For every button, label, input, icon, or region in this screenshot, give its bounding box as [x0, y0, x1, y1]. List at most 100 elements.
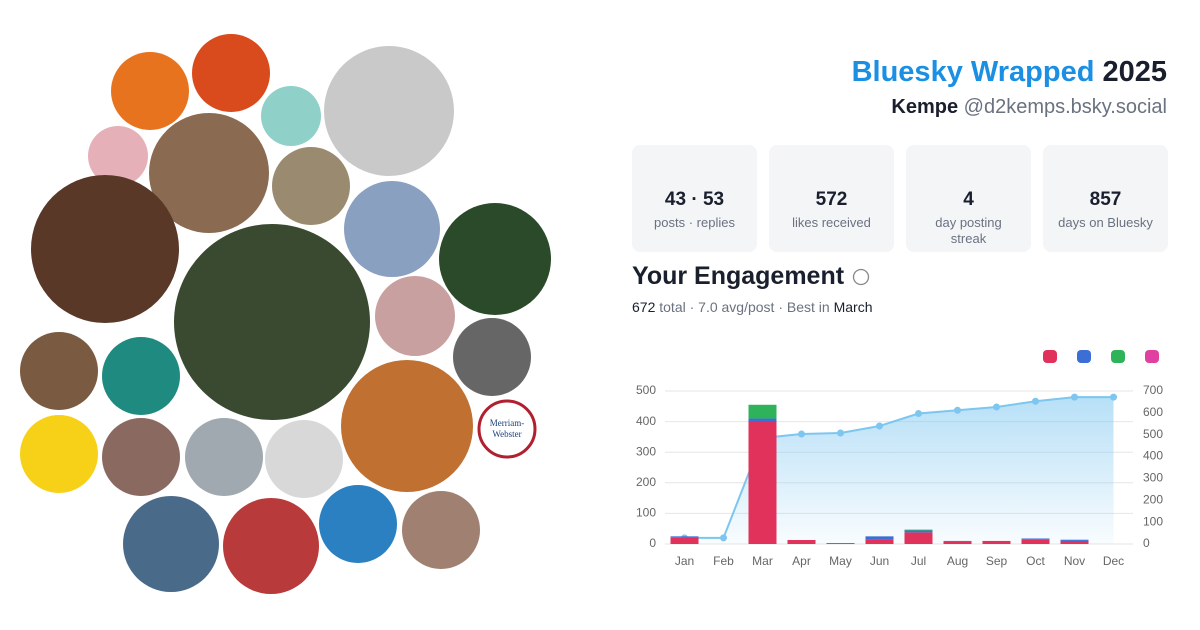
- avatar: [261, 86, 321, 146]
- year: 2025: [1102, 56, 1167, 88]
- engagement-chart: 0 100 200 300 400 500 0 100 200 300 400 500 600 700 Ja…: [636, 350, 1163, 568]
- section-title: Your Engagement: [632, 262, 845, 290]
- x-tick-label: Feb: [713, 554, 734, 568]
- app-title: Bluesky Wrapped: [851, 56, 1095, 88]
- stat-label: days on Bluesky: [1058, 215, 1153, 230]
- avatar: [111, 52, 189, 130]
- avatar: [324, 46, 454, 176]
- line-point: [993, 403, 1000, 411]
- avatar: [174, 224, 370, 420]
- avatar: [149, 113, 269, 233]
- x-tick-label: Sep: [986, 554, 1008, 568]
- info-icon[interactable]: [852, 268, 870, 286]
- legend-icon: [1043, 350, 1057, 363]
- avatar: [185, 418, 263, 496]
- summary-part: ·: [778, 299, 784, 315]
- user: Kempe @d2kemps.bsky.social: [891, 96, 1167, 119]
- display-name: Kempe: [891, 96, 959, 118]
- x-tick-label: Mar: [752, 554, 773, 568]
- x-tick-label: Jul: [911, 554, 926, 568]
- bar-segment: [670, 536, 699, 538]
- avatar: [20, 415, 98, 493]
- y2-tick-label: 200: [1143, 492, 1163, 506]
- bar-segment: [943, 540, 972, 542]
- bar-segment: [865, 539, 894, 544]
- bar-segment: [748, 420, 777, 544]
- stat-value: 572: [815, 189, 848, 210]
- stat-card: 43 · 53 posts · replies: [632, 145, 757, 252]
- avatar: [344, 181, 440, 277]
- avatar: [319, 485, 397, 563]
- x-tick-label: May: [829, 554, 852, 568]
- x-tick-label: Oct: [1026, 554, 1045, 568]
- line-point: [1071, 393, 1078, 401]
- stat-label: likes received: [792, 215, 871, 230]
- y2-tick-label: 100: [1143, 514, 1163, 528]
- y2-tick-label: 500: [1143, 427, 1163, 441]
- stat-label: day posting streak: [935, 215, 1002, 246]
- x-tick-label: Apr: [792, 554, 811, 568]
- avatar: [402, 491, 480, 569]
- bar-segment: [1060, 539, 1089, 541]
- avatar: [192, 34, 270, 112]
- avatar: [102, 337, 180, 415]
- summary: 672 total · 7.0 avg/post · Best in March: [632, 299, 873, 315]
- y2-tick-label: 400: [1143, 449, 1163, 463]
- bar-segment: [904, 530, 933, 533]
- y2-tick-label: 0: [1143, 536, 1150, 550]
- bar-segment: [982, 540, 1011, 544]
- avatar: [31, 175, 179, 323]
- y-tick-label: 300: [636, 444, 656, 458]
- summary-part: 7.0 avg/post: [698, 299, 775, 315]
- avatar: [20, 332, 98, 410]
- legend-icon: [1145, 350, 1159, 363]
- summary-part: total: [659, 299, 686, 315]
- avatar: [272, 147, 350, 225]
- bar-segment: [865, 536, 894, 540]
- bar-segment: [787, 540, 816, 544]
- stat-card: 4 day posting streak: [906, 145, 1031, 252]
- logo-text: Merriam-: [490, 418, 524, 428]
- y-tick-label: 100: [636, 506, 656, 520]
- line-point: [1110, 393, 1117, 401]
- bar-segment: [1021, 538, 1050, 540]
- avatar-cloud: [20, 34, 551, 594]
- stat-card: 857 days on Bluesky: [1043, 145, 1168, 252]
- bar-segment: [670, 537, 699, 544]
- x-tick-label: Jan: [675, 554, 694, 568]
- line-point: [837, 429, 844, 437]
- avatar: [265, 420, 343, 498]
- avatar: [223, 498, 319, 594]
- line-point: [720, 534, 727, 542]
- line-point: [954, 406, 961, 414]
- x-tick-label: Dec: [1103, 554, 1124, 568]
- stat-value: 4: [963, 189, 974, 210]
- y2-tick-label: 700: [1143, 383, 1163, 397]
- bar-segment: [748, 418, 777, 421]
- line-point: [798, 430, 805, 438]
- summary-part: ·: [689, 299, 695, 315]
- bar-segment: [1060, 540, 1089, 544]
- stat-label: posts · replies: [654, 215, 735, 230]
- avatar: [453, 318, 531, 396]
- line-point: [915, 410, 922, 418]
- bar-segment: [826, 543, 855, 544]
- stat-value: 43 · 53: [664, 189, 725, 210]
- bar-segment: [904, 532, 933, 544]
- title: Bluesky Wrapped 2025: [852, 56, 1167, 89]
- avatar: [439, 203, 551, 315]
- avatar: [375, 276, 455, 356]
- logo-text: Webster: [492, 429, 521, 439]
- stat-value: 857: [1089, 189, 1122, 210]
- x-tick-label: Jun: [870, 554, 889, 568]
- line-area: [684, 397, 1114, 544]
- avatar: [477, 399, 537, 459]
- summary-part: Best in: [786, 299, 830, 315]
- avatar: [341, 360, 473, 492]
- bar-segment: [1021, 539, 1050, 544]
- handle: @d2kemps.bsky.social: [963, 96, 1167, 118]
- avatar: [88, 126, 148, 186]
- bar-segment: [943, 541, 972, 544]
- avatar: [123, 496, 219, 592]
